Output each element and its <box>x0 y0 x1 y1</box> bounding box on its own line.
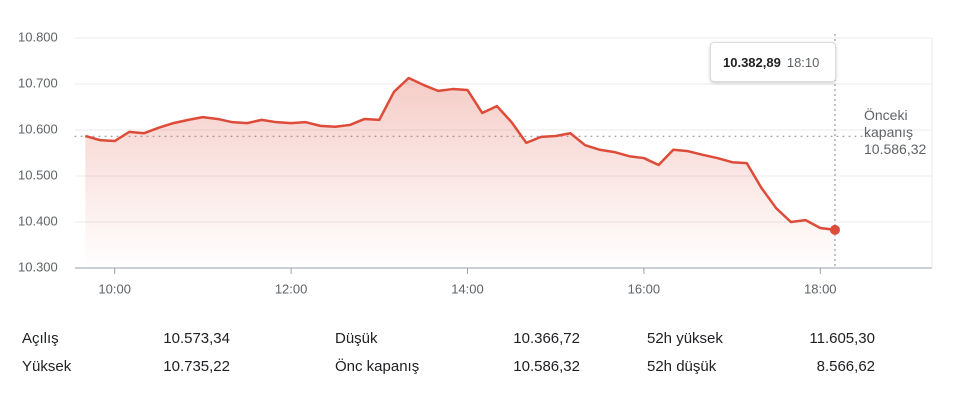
reference-value: 10.586,32 <box>864 141 927 157</box>
reference-text: Önceki kapanış <box>864 107 914 140</box>
y-tick-label: 10.700 <box>18 75 58 90</box>
y-tick-label: 10.500 <box>18 167 58 182</box>
y-tick-label: 10.800 <box>18 29 58 44</box>
stat-value: 10.573,34 <box>163 330 230 347</box>
tooltip-time: 18:10 <box>786 55 820 70</box>
area <box>85 78 835 269</box>
price-line <box>84 76 836 232</box>
chart: 10.300 10.400 10.500 10.600 10.700 10.800 10:0… <box>18 29 933 296</box>
stat-label: Düşük <box>335 330 378 347</box>
tooltip: 10.382,89 18:10 <box>710 42 836 82</box>
x-tick-label: 16:00 <box>628 281 661 296</box>
stat-label: Önc kapanış <box>335 358 420 375</box>
y-tick-label: 10.400 <box>18 213 58 228</box>
stat-value: 11.605,30 <box>809 330 875 347</box>
stat-label: Açılış <box>22 330 59 347</box>
y-tick-label: 10.600 <box>18 121 58 136</box>
x-tick-label: 18:00 <box>804 281 837 296</box>
reference-label: Önceki kapanış 10.586,32 <box>864 107 936 158</box>
stat-value: 8.566,62 <box>816 358 875 375</box>
x-tick-label: 10:00 <box>98 281 131 296</box>
stat-value: 10.366,72 <box>513 330 580 347</box>
stat-value: 10.586,32 <box>513 358 580 375</box>
tooltip-value: 10.382,89 <box>723 55 781 70</box>
y-tick-label: 10.300 <box>18 259 58 274</box>
stat-label: 52h düşük <box>647 358 717 375</box>
x-tick-label: 14:00 <box>451 281 484 296</box>
stat-label: 52h yüksek <box>647 330 723 347</box>
x-tick-label: 12:00 <box>275 281 308 296</box>
stat-label: Yüksek <box>22 358 72 375</box>
stat-value: 10.735,22 <box>163 358 230 375</box>
last-point <box>829 224 840 235</box>
